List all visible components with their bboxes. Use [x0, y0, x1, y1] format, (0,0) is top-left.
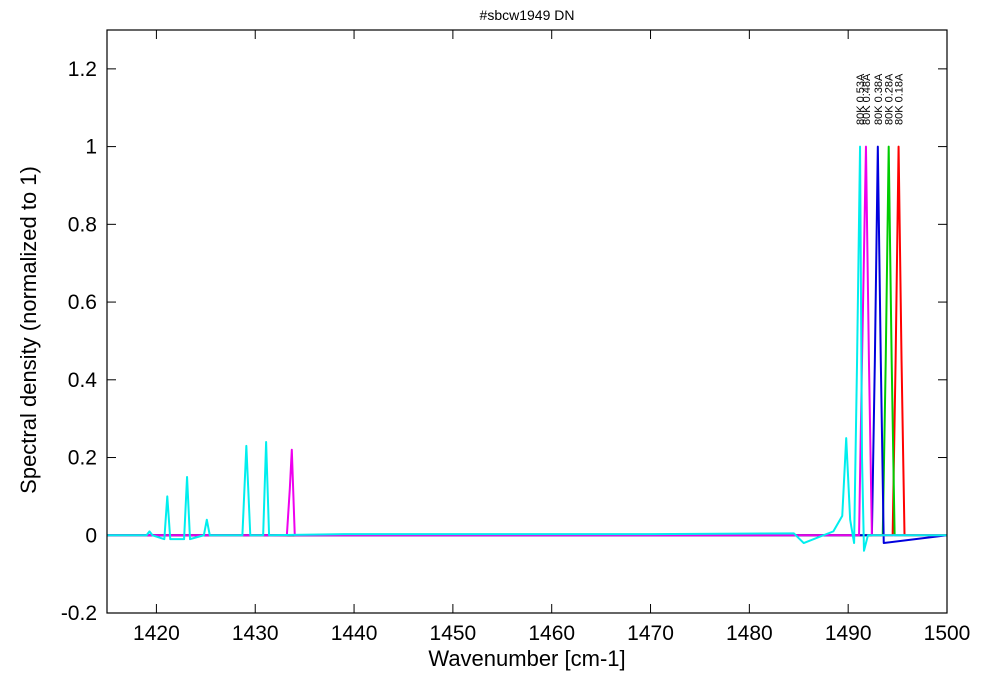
- x-tick-label: 1480: [726, 622, 773, 645]
- y-tick-label: 0.8: [68, 213, 97, 236]
- y-tick-label: 0.2: [68, 447, 97, 470]
- peak-annotation: 80K 0.18A: [894, 73, 906, 125]
- x-tick-label: 1440: [331, 622, 378, 645]
- y-tick-label: 0.6: [68, 291, 97, 314]
- peak-annotation: 80K 0.48A: [861, 73, 873, 125]
- series-line: [107, 145, 947, 552]
- series-line: [107, 145, 947, 537]
- y-tick-label: 0: [85, 524, 97, 547]
- y-tick-label: 0.4: [68, 369, 98, 392]
- y-tick-label: 1: [85, 136, 97, 159]
- y-axis-label: Spectral density (normalized to 1): [16, 166, 41, 494]
- chart-title: #sbcw1949 DN: [480, 7, 575, 23]
- x-tick-label: 1450: [430, 622, 477, 645]
- y-tick-label: 1.2: [68, 58, 97, 81]
- series-line: [107, 145, 948, 545]
- peak-annotation: 80K 0.53A: [855, 73, 867, 125]
- series-line: [107, 145, 947, 537]
- x-tick-label: 1470: [627, 622, 674, 645]
- plot-frame: [106, 29, 948, 614]
- peak-annotation: 80K 0.28A: [884, 73, 896, 125]
- y-tick-label: -0.2: [61, 602, 97, 625]
- x-axis-label: Wavenumber [cm-1]: [428, 646, 625, 671]
- x-tick-label: 1420: [133, 622, 180, 645]
- peak-annotation: 80K 0.38A: [873, 73, 885, 125]
- x-tick-label: 1430: [232, 622, 279, 645]
- x-tick-label: 1490: [825, 622, 872, 645]
- x-tick-label: 1500: [924, 622, 971, 645]
- series-line: [107, 145, 947, 537]
- x-tick-label: 1460: [528, 622, 575, 645]
